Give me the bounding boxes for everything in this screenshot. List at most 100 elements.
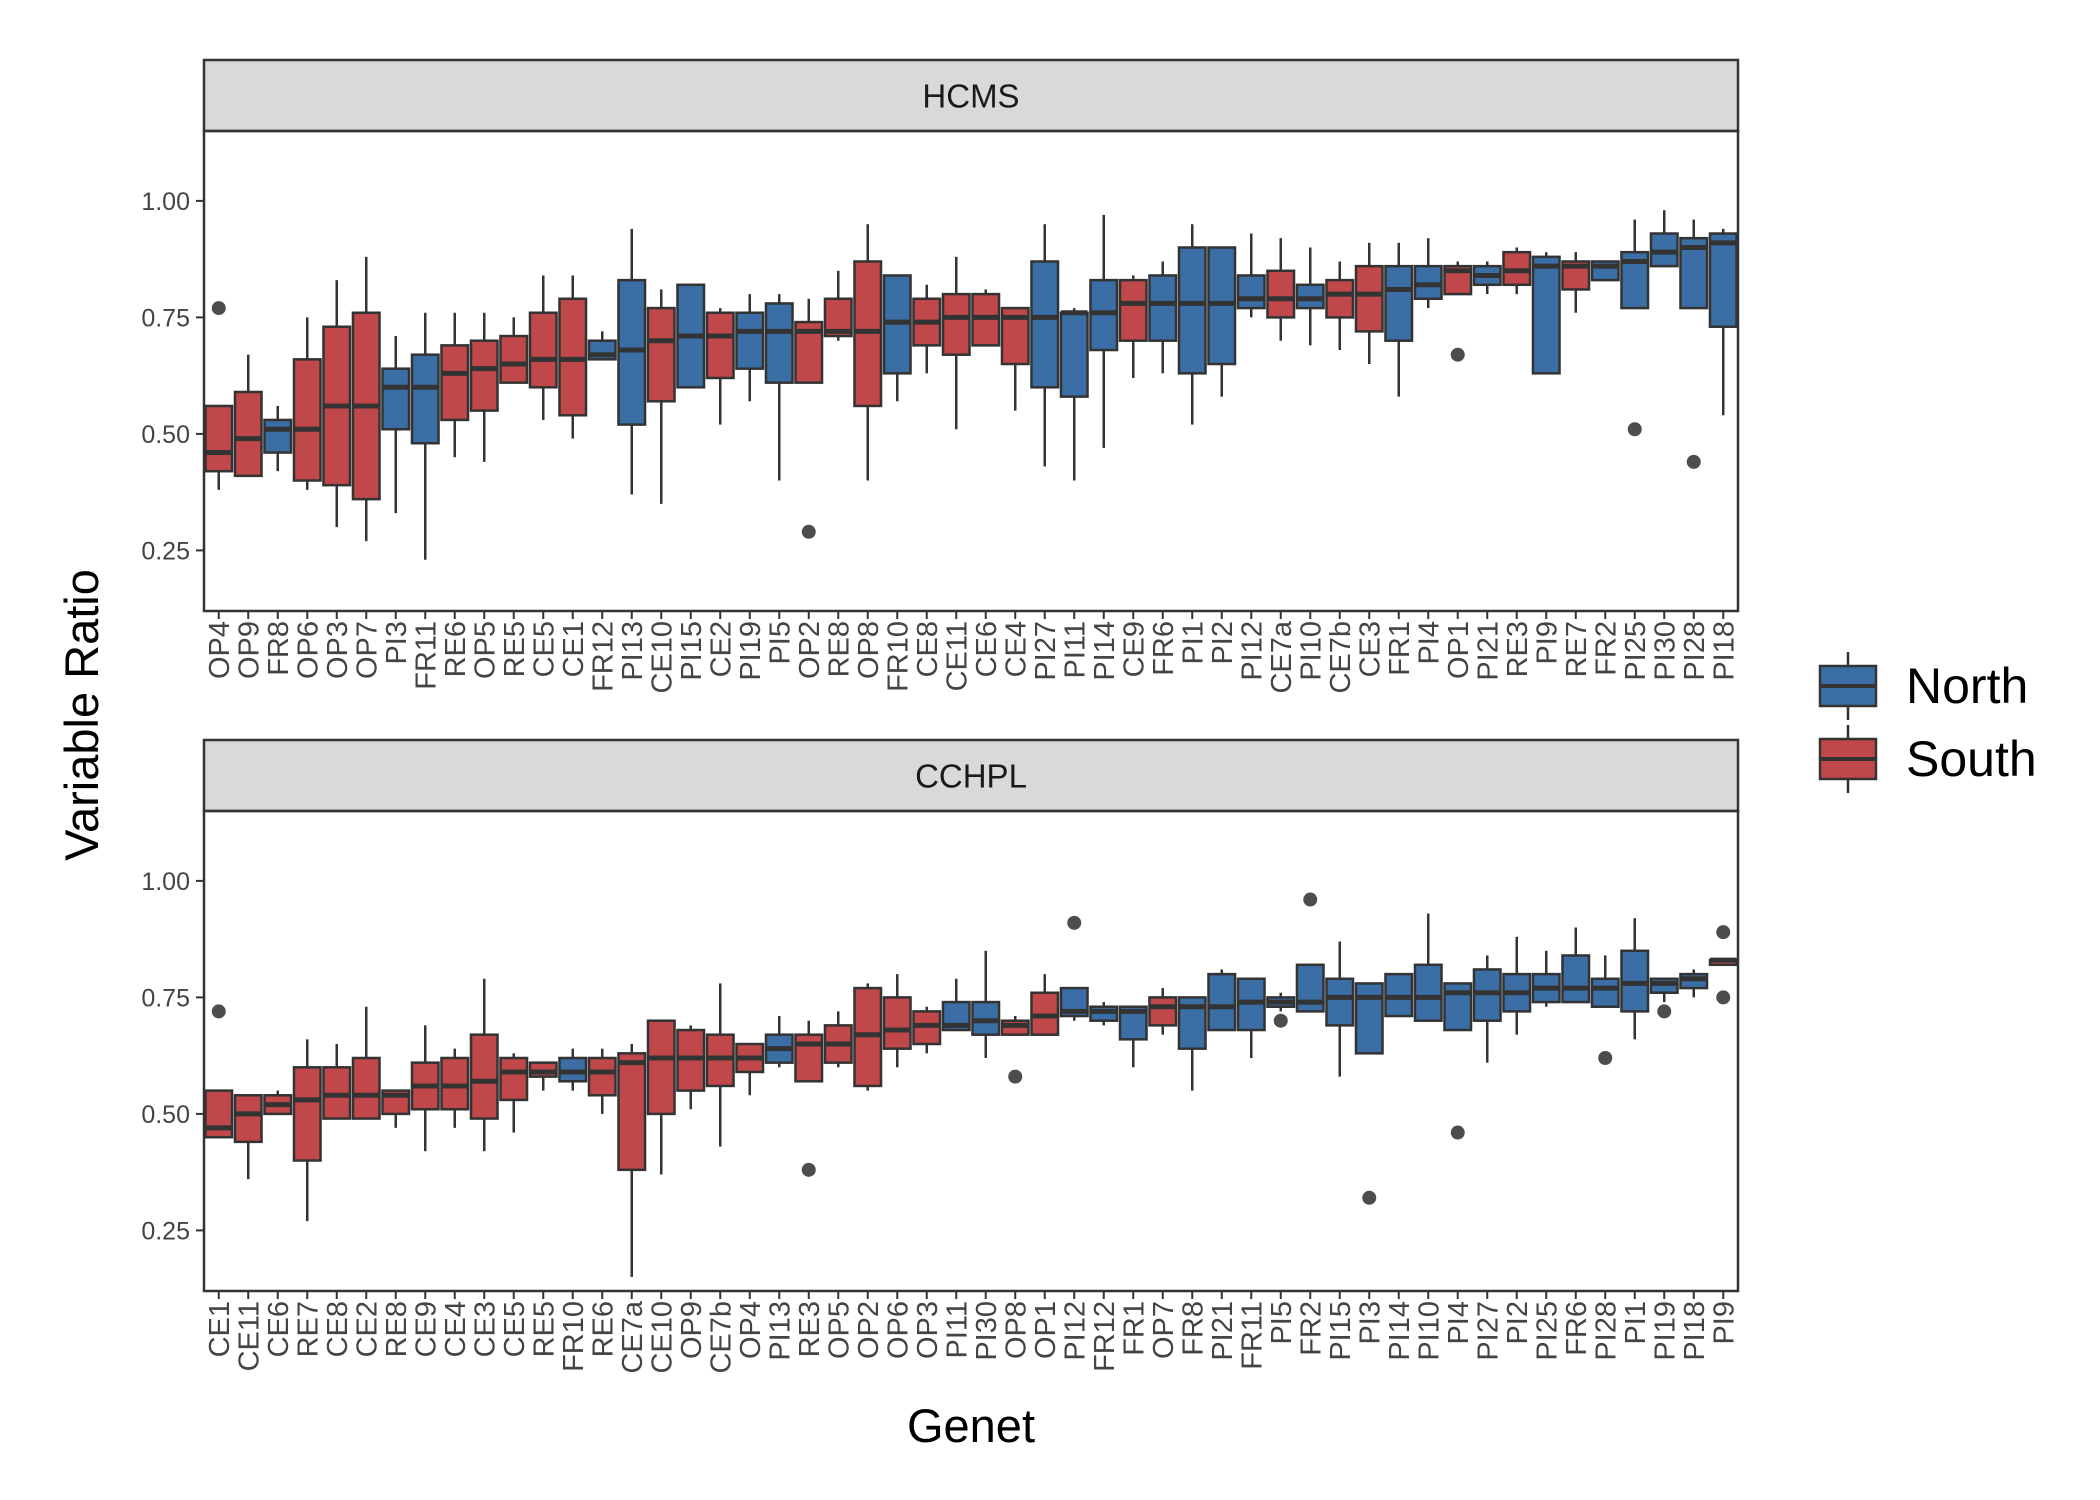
box-pi10 [1295,247,1325,346]
box-pi27 [1030,224,1060,467]
x-tick-label: RE5 [528,1301,560,1357]
box-body [469,339,499,412]
box-pi27 [1472,955,1502,1063]
box-pi28 [1679,219,1709,469]
y-tick-label: 0.25 [141,537,190,565]
x-tick-label: PI28 [1590,1301,1622,1361]
x-tick-label: FR6 [1148,621,1180,676]
box-pi3 [381,336,411,514]
x-tick-label: FR1 [1384,621,1416,676]
box-op6 [292,317,322,490]
box-body [292,1066,322,1162]
x-tick-label: PI21 [1207,1301,1239,1361]
box-body [204,404,234,473]
box-body [941,292,971,356]
outlier-point [211,301,226,316]
box-pi4 [1443,982,1473,1140]
box-body [1148,274,1178,342]
box-ce11 [941,256,971,430]
x-tick-label: CE10 [646,621,678,694]
box-fr1 [1118,1005,1148,1068]
x-tick-label: PI2 [1502,1301,1534,1345]
box-ce8 [322,1044,352,1120]
x-tick-label: RE6 [587,1301,619,1357]
outlier-point [801,1162,816,1177]
x-tick-label: PI19 [735,621,767,681]
x-tick-label: RE3 [794,1301,826,1357]
box-pi15 [1325,941,1355,1077]
x-tick-label: CE5 [528,621,560,677]
box-ce1 [204,1004,234,1139]
box-ce1 [558,275,588,439]
x-tick-label: PI25 [1620,621,1652,681]
x-tick-label: PI21 [1472,621,1504,681]
box-re5 [528,1061,558,1091]
x-tick-label: CE7b [705,1301,737,1374]
x-tick-label: OP6 [882,1301,914,1359]
box-pi25 [1620,219,1650,437]
x-tick-label: PI28 [1679,621,1711,681]
box-fr12 [587,331,617,361]
box-pi3 [1354,982,1384,1205]
box-fr11 [410,312,440,560]
box-body [1148,996,1178,1027]
box-pi21 [1472,261,1502,295]
x-tick-label: CE1 [204,1301,236,1357]
panel-border [202,129,1740,613]
y-tick-label: 0.25 [141,1217,190,1245]
x-tick-label: CE9 [410,1301,442,1357]
outlier-point [1303,892,1318,907]
box-ce2 [705,308,735,425]
box-body [1177,246,1207,375]
box-ce5 [528,275,558,420]
box-pi19 [1649,977,1679,1019]
box-body [1236,274,1266,310]
outlier-point [1362,1190,1377,1205]
x-tick-label: PI10 [1413,1301,1445,1361]
box-fr6 [1561,927,1591,1004]
box-pi4 [1413,238,1443,309]
x-tick-label: CE4 [440,1301,472,1357]
box-pi12 [1236,233,1266,318]
box-pi1 [1620,918,1650,1040]
x-tick-label: OP9 [676,1301,708,1359]
x-tick-label: OP8 [853,621,885,679]
box-body [1059,311,1089,398]
box-op7 [351,256,381,542]
x-tick-label: RE7 [1561,621,1593,677]
x-tick-label: CE11 [233,1301,265,1371]
x-tick-label: PI13 [764,1301,796,1361]
box-pi2 [1502,936,1532,1035]
box-body [1708,232,1738,328]
x-tick-label: PI13 [617,621,649,681]
box-ce7a [1266,238,1296,341]
x-tick-label: CE5 [499,1301,531,1357]
outlier-point [1716,990,1731,1005]
box-body [292,358,322,482]
x-tick-label: PI27 [1030,621,1062,681]
box-pi9 [1708,925,1738,1005]
x-tick-label: OP1 [1030,1301,1062,1359]
x-tick-label: RE7 [292,1301,324,1357]
box-body [1118,278,1148,342]
box-op4 [204,301,234,490]
x-tick-label: CE10 [646,1301,678,1374]
box-body [410,353,440,445]
x-tick-label: CE6 [971,621,1003,677]
x-tick-label: OP7 [1148,1301,1180,1359]
x-tick-label: FR12 [1089,1301,1121,1372]
box-pi1 [1177,224,1207,425]
y-tick-label: 1.00 [141,188,190,216]
box-ce9 [1118,275,1148,378]
box-body [587,1056,617,1097]
box-body [233,390,263,478]
box-body [351,1056,381,1120]
box-body [705,311,735,380]
box-pi12 [1059,915,1089,1021]
box-ce11 [233,1094,263,1180]
x-tick-label: PI15 [1325,1301,1357,1361]
x-tick-label: PI12 [1236,621,1268,681]
box-ce10 [646,289,676,504]
x-tick-label: PI2 [1207,621,1239,665]
x-tick-label: PI19 [1649,1301,1681,1361]
